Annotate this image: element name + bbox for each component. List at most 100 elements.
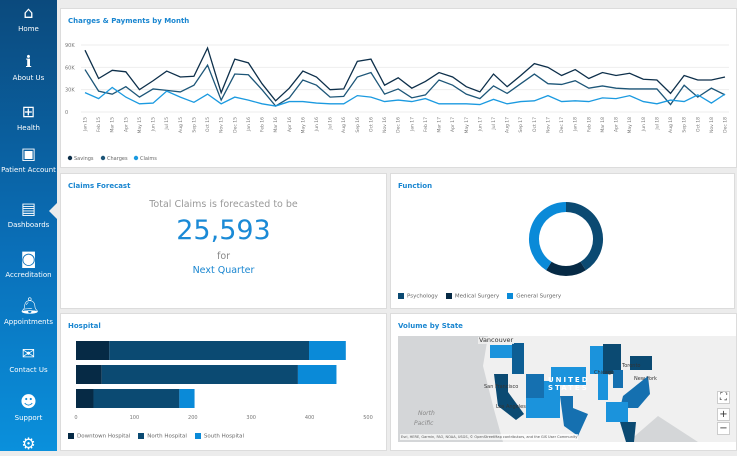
donut-slice-psychology[interactable] bbox=[565, 202, 603, 271]
legend-swatch bbox=[398, 293, 404, 299]
x-tick-label: Nov 15 bbox=[219, 117, 225, 133]
forecast-caption: Total Claims is forecasted to be bbox=[149, 199, 298, 210]
panel-title: Claims Forecast bbox=[68, 182, 131, 190]
bar-segment-south-hospital[interactable] bbox=[309, 341, 346, 360]
city-label: San Francisco bbox=[484, 384, 519, 390]
sidebar-item-support[interactable]: ☻ Support bbox=[0, 393, 57, 423]
x-tick-label: Jul 17 bbox=[491, 117, 497, 131]
x-tick-label: Oct 15 bbox=[205, 117, 211, 132]
x-tick-label: Jan 15 bbox=[83, 117, 89, 132]
donut-slice-general-surgery[interactable] bbox=[529, 202, 567, 271]
x-tick-label: 500 bbox=[363, 415, 373, 421]
sidebar-item-accreditation[interactable]: ◙ Accreditation bbox=[0, 249, 57, 280]
bar-segment-north-hospital[interactable] bbox=[101, 365, 298, 384]
legend-swatch bbox=[68, 433, 74, 439]
sidebar-item-about-us[interactable]: ℹ About Us bbox=[0, 53, 57, 83]
bar-segment-downtown-hospital[interactable] bbox=[76, 389, 94, 408]
y-tick-label: 90K bbox=[65, 43, 75, 49]
x-tick-label: Apr 15 bbox=[123, 117, 129, 132]
zoom-in-button[interactable]: + bbox=[717, 408, 730, 421]
bar-segment-north-hospital[interactable] bbox=[93, 389, 180, 408]
bar-segment-south-hospital[interactable] bbox=[179, 389, 195, 408]
bar-segment-downtown-hospital[interactable] bbox=[76, 341, 110, 360]
state-shape bbox=[620, 376, 650, 408]
y-tick-label: 0 bbox=[65, 110, 68, 116]
y-tick-label: 30K bbox=[65, 88, 75, 94]
sidebar-item-home[interactable]: ⌂ Home bbox=[0, 4, 57, 34]
legend-marker bbox=[100, 155, 106, 161]
legend-label: Downtown Hospital bbox=[77, 433, 131, 440]
ocean-label: North bbox=[418, 410, 435, 417]
gear-icon: ⚙ bbox=[21, 434, 36, 453]
sidebar-item-label: Dashboards bbox=[7, 221, 50, 229]
donut-chart bbox=[529, 202, 603, 276]
legend-item[interactable]: Medical Surgery bbox=[445, 293, 499, 300]
x-tick-label: Jul 18 bbox=[654, 117, 660, 131]
legend-swatch bbox=[194, 433, 201, 439]
x-tick-label: Feb 15 bbox=[96, 117, 102, 132]
claims-forecast-panel: Claims Forecast Total Claims is forecast… bbox=[60, 173, 387, 309]
legend-marker bbox=[67, 155, 73, 161]
zoom-out-button[interactable]: − bbox=[717, 422, 730, 435]
bar-segment-downtown-hospital[interactable] bbox=[76, 365, 102, 384]
bar-segment-north-hospital[interactable] bbox=[109, 341, 310, 360]
donut-legend: Psychology Medical Surgery General Surgery bbox=[398, 293, 561, 300]
x-tick-label: Apr 17 bbox=[450, 117, 456, 132]
map-attribution: Esri, HERE, Garmin, FAO, NOAA, USGS, © O… bbox=[400, 434, 579, 440]
legend-item[interactable]: General Surgery bbox=[507, 293, 561, 300]
legend-label: South Hospital bbox=[203, 433, 245, 440]
hospital-panel: Hospital 0 100 200 300 400 500 Downtown Hospi… bbox=[60, 313, 387, 451]
legend-swatch bbox=[507, 293, 514, 299]
legend-item[interactable]: Psychology bbox=[398, 293, 438, 300]
x-tick-label: Mar 17 bbox=[437, 117, 443, 133]
legend-label: General Surgery bbox=[516, 293, 562, 300]
x-tick-label: Sep 17 bbox=[518, 117, 524, 133]
x-tick-label: Aug 18 bbox=[668, 117, 674, 133]
state-shape bbox=[603, 344, 621, 374]
legend-label[interactable]: Claims bbox=[140, 156, 157, 162]
legend-label: Psychology bbox=[407, 293, 438, 300]
x-tick-label: Dec 18 bbox=[723, 117, 729, 133]
x-tick-label: May 15 bbox=[137, 117, 143, 134]
sidebar-item-health[interactable]: ⊞ Health bbox=[0, 103, 57, 133]
envelope-icon: ✉ bbox=[21, 344, 36, 363]
forecast-for: for bbox=[216, 251, 231, 262]
panel-title: Function bbox=[398, 182, 433, 190]
x-tick-label: Oct 17 bbox=[532, 117, 538, 132]
legend-item[interactable]: Downtown Hospital bbox=[68, 433, 130, 440]
function-panel: Function Psychology Medical Surgery Genera… bbox=[390, 173, 735, 309]
sidebar: ⌂ Home ℹ About Us ⊞ Health ▣ Patient Account ▤ Da… bbox=[0, 0, 57, 453]
state-shape bbox=[494, 374, 524, 420]
sidebar-item-dashboards[interactable]: ▤ Dashboards bbox=[0, 200, 57, 230]
state-shape bbox=[544, 381, 560, 418]
fit-extent-button[interactable]: ⛶ bbox=[717, 391, 730, 404]
series-line-savings bbox=[84, 46, 726, 102]
donut-slice-medical-surgery[interactable] bbox=[546, 261, 586, 276]
legend-label[interactable]: Savings bbox=[74, 156, 94, 162]
x-tick-label: Nov 18 bbox=[709, 117, 715, 133]
sidebar-item-patient-account[interactable]: ▣ Patient Account bbox=[0, 145, 57, 175]
state-shape bbox=[598, 374, 608, 400]
sidebar-item-label: Appointments bbox=[3, 318, 54, 326]
state-shape bbox=[526, 374, 544, 398]
line-chart: 0 30K 60K 90K Jan 15 Feb 15 Mar 15 Apr 15 May 15… bbox=[65, 43, 729, 162]
certificate-icon: ◙ bbox=[20, 249, 37, 268]
state-shape bbox=[630, 356, 652, 370]
sidebar-item-appointments[interactable]: 🔔︎ Appointments bbox=[0, 297, 57, 327]
volume-panel: Volume by State UNITED STATES North Paci… bbox=[390, 313, 737, 451]
city-label: Chicago bbox=[594, 370, 615, 376]
legend-item[interactable]: North Hospital bbox=[138, 433, 187, 440]
map[interactable]: UNITED STATES North Pacific Vancouver Sa… bbox=[398, 336, 736, 442]
state-shape bbox=[560, 396, 588, 436]
bar-segment-south-hospital[interactable] bbox=[297, 365, 337, 384]
sidebar-item-contact-us[interactable]: ✉ Contact Us bbox=[0, 344, 57, 375]
active-indicator bbox=[49, 203, 57, 219]
legend-swatch bbox=[445, 293, 452, 299]
bar-legend: Downtown Hospital North Hospital South Hos… bbox=[68, 433, 244, 440]
panel-title: Hospital bbox=[68, 322, 101, 330]
legend-label[interactable]: Charges bbox=[107, 156, 128, 162]
legend-item[interactable]: South Hospital bbox=[194, 433, 245, 440]
sidebar-item-label: About Us bbox=[12, 74, 45, 82]
sidebar-item-settings[interactable]: ⚙ bbox=[0, 435, 57, 456]
x-tick-label: Aug 15 bbox=[178, 117, 184, 133]
